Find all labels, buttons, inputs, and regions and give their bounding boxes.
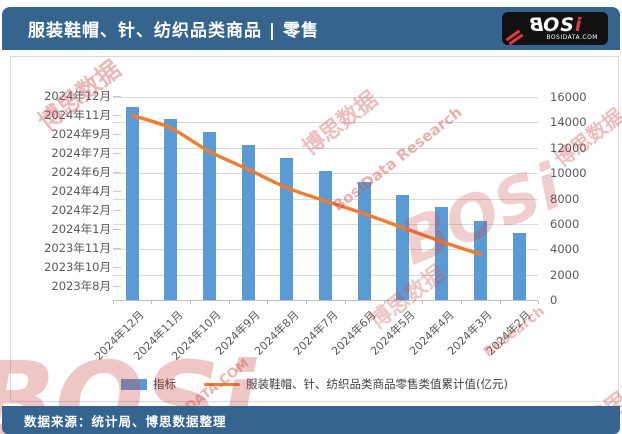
- bar: [164, 119, 178, 300]
- left-axis-tick: [113, 286, 121, 287]
- x-axis-tick: [460, 301, 462, 304]
- chart-legend: 指标 服装鞋帽、针、纺织品类商品零售类值累计值(亿元): [11, 375, 618, 393]
- left-axis-label: 2024年2月: [51, 203, 111, 217]
- left-axis-tick: [113, 229, 121, 230]
- x-axis-tick: [151, 301, 153, 304]
- bosi-logo-text: BOSi: [527, 13, 583, 36]
- grid-line: [113, 122, 538, 124]
- footer-bar: 数据来源：统计局、博思数据整理: [2, 406, 620, 434]
- bar: [280, 157, 294, 300]
- x-axis-tick: [306, 301, 308, 304]
- left-axis-label: 2024年11月: [44, 108, 111, 122]
- bar: [125, 106, 139, 300]
- bar: [473, 220, 487, 300]
- bosi-logo: BOSi BOSIDATA.COM: [502, 12, 608, 45]
- grid-line: [113, 147, 538, 149]
- left-axis-tick: [113, 267, 121, 268]
- legend-item-bars: 指标: [121, 376, 176, 392]
- left-axis-tick: [113, 210, 121, 211]
- left-axis-label: 2024年7月: [51, 146, 111, 160]
- left-axis-label: 2023年10月: [44, 260, 111, 274]
- bar: [202, 131, 216, 300]
- bosi-logo-domain: BOSIDATA.COM: [546, 33, 598, 41]
- right-axis-tick-label: 2000: [550, 267, 580, 282]
- x-axis-tick: [190, 301, 192, 304]
- x-axis-tick: [112, 301, 114, 304]
- x-axis-tick: [383, 301, 385, 304]
- left-axis-label: 2023年8月: [51, 279, 111, 293]
- right-axis-tick-label: 6000: [550, 216, 580, 231]
- x-axis-line: [113, 300, 538, 301]
- left-axis-label: 2024年9月: [51, 127, 111, 141]
- trend-line: [130, 113, 482, 257]
- header-bar: 服装鞋帽、针、纺织品类商品 | 零售 BOSi BOSIDATA.COM: [2, 7, 620, 50]
- legend-line-label: 服装鞋帽、针、纺织品类商品零售类值累计值(亿元): [246, 377, 508, 391]
- x-axis-tick: [344, 301, 346, 304]
- bar: [241, 144, 255, 300]
- left-axis-tick: [113, 172, 121, 173]
- legend-line-swatch-icon: [204, 382, 240, 386]
- grid-line: [113, 97, 538, 98]
- legend-item-line: 服装鞋帽、针、纺织品类商品零售类值累计值(亿元): [204, 376, 508, 392]
- data-source-note: 数据来源：统计局、博思数据整理: [24, 413, 227, 429]
- left-axis-tick: [113, 134, 121, 135]
- x-axis-tick: [538, 301, 540, 304]
- x-axis-tick: [228, 301, 230, 304]
- left-axis-label: 2024年4月: [51, 184, 111, 198]
- left-axis-tick: [113, 153, 121, 154]
- right-axis-tick-label: 16000: [550, 90, 587, 104]
- left-axis-label: 2024年12月: [44, 89, 111, 103]
- x-axis-tick: [267, 301, 269, 304]
- bar: [435, 207, 449, 300]
- right-axis-tick-label: 8000: [550, 191, 580, 206]
- left-axis-tick: [113, 191, 121, 192]
- left-axis-tick: [113, 248, 121, 249]
- legend-bar-label: 指标: [153, 377, 176, 391]
- right-axis-tick-label: 14000: [550, 115, 587, 130]
- bar: [396, 194, 410, 300]
- right-axis-tick-label: 12000: [550, 140, 587, 155]
- left-axis-tick: [113, 115, 121, 116]
- x-axis-tick: [499, 301, 501, 304]
- left-axis-label: 2023年11月: [44, 241, 111, 255]
- x-axis-tick: [422, 301, 424, 304]
- bar: [512, 233, 526, 300]
- left-axis-label: 2024年6月: [51, 165, 111, 179]
- legend-bar-swatch-icon: [121, 378, 147, 390]
- right-axis-tick-label: 0: [550, 293, 558, 307]
- page-title: 服装鞋帽、针、纺织品类商品 | 零售: [28, 21, 320, 41]
- left-axis-tick: [113, 96, 121, 97]
- right-axis-tick-label: 10000: [550, 166, 587, 181]
- chart-area: 指标 服装鞋帽、针、纺织品类商品零售类值累计值(亿元) 0 2000 4000 600…: [10, 56, 619, 402]
- right-axis-tick-label: 4000: [550, 242, 580, 257]
- trend-line-layer: [130, 113, 482, 257]
- left-axis-label: 2024年1月: [51, 222, 111, 236]
